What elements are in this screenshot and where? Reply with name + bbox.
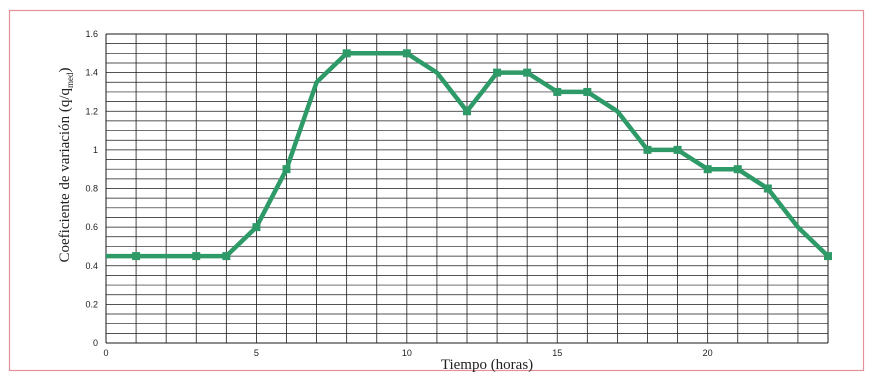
data-point-marker xyxy=(763,184,772,193)
y-tick-label: 0.2 xyxy=(85,299,98,309)
y-tick-label: 0.8 xyxy=(85,184,98,194)
y-axis-label-suffix: ) xyxy=(57,67,73,72)
x-tick-label: 10 xyxy=(402,348,412,358)
data-point-marker xyxy=(132,252,141,261)
y-axis-label: Coeficiente de variación (q/qmed) xyxy=(57,67,75,262)
data-point-marker xyxy=(192,252,201,261)
series-line xyxy=(106,51,830,259)
y-tick-label: 1 xyxy=(93,145,98,155)
x-tick-label: 5 xyxy=(254,348,259,358)
data-point-marker xyxy=(342,49,351,58)
data-point-marker xyxy=(222,252,231,261)
grid xyxy=(105,33,829,344)
x-tick-label: 15 xyxy=(552,348,562,358)
data-point-marker xyxy=(824,252,832,261)
data-point-marker xyxy=(703,165,712,174)
frame-border xyxy=(8,9,865,372)
x-tick-label: 0 xyxy=(103,348,108,358)
data-point-marker xyxy=(282,165,291,174)
y-tick-label: 1.4 xyxy=(85,68,98,78)
y-tick-label: 1.2 xyxy=(85,106,98,116)
y-tick-label: 0 xyxy=(93,338,98,348)
data-point-marker xyxy=(643,145,652,154)
x-axis-ticks: 0 5 10 15 20 xyxy=(103,348,712,358)
data-point-marker xyxy=(733,165,742,174)
y-axis-label-main: Coeficiente de variación (q/q xyxy=(57,88,73,263)
data-point-marker xyxy=(252,223,261,232)
data-point-marker xyxy=(493,68,502,77)
data-point-marker xyxy=(673,145,682,154)
y-tick-label: 0.6 xyxy=(85,222,98,232)
y-axis-label-subscript: med xyxy=(65,72,75,88)
data-point-marker xyxy=(463,107,471,116)
y-tick-label: 0.4 xyxy=(85,261,98,271)
x-axis-label: Tiempo (horas) xyxy=(441,357,533,373)
y-axis-ticks: 0 0.2 0.4 0.6 0.8 1 1.2 1.4 1.6 xyxy=(85,29,98,348)
y-tick-label: 1.6 xyxy=(85,29,98,39)
x-tick-label: 20 xyxy=(703,348,713,358)
data-point-marker xyxy=(402,49,411,58)
series-line-group xyxy=(106,49,832,261)
data-point-marker xyxy=(523,68,532,77)
data-point-marker xyxy=(553,87,562,96)
data-point-marker xyxy=(583,87,592,96)
